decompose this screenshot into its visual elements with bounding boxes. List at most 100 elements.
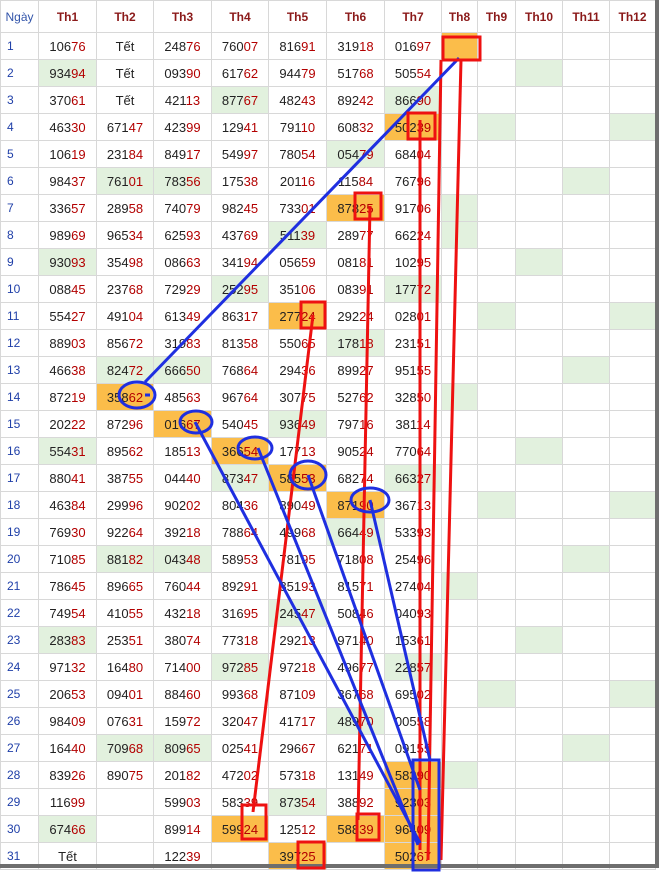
result-cell: 39218 [153,518,212,546]
result-cell: 28977 [326,221,385,249]
result-cell [515,491,563,519]
result-cell [441,815,478,843]
result-cell [562,680,610,708]
result-cell: Tết [96,32,154,60]
result-cell: 15361 [384,626,442,654]
result-cell: 05659 [268,248,327,276]
result-cell: 51139 [268,221,327,249]
result-cell: 61349 [153,302,212,330]
result-cell [441,626,478,654]
result-cell: 78195 [268,545,327,573]
result-cell: 66449 [326,518,385,546]
table-row: 17 88041 38755 04440 87347 58553 68274 66327 [0,464,656,492]
result-cell [562,626,610,654]
day-number: 29 [0,788,39,816]
table-body: 1 10676 Tết 24876 76007 81691 31918 01697 2 93494… [0,32,656,870]
result-cell: 97285 [211,653,269,681]
result-cell: 78356 [153,167,212,195]
day-number: 21 [0,572,39,600]
result-cell: 42113 [153,86,212,114]
result-cell: 32850 [384,383,442,411]
result-cell: 89927 [326,356,385,384]
result-cell [609,518,656,546]
result-cell: 98409 [38,707,97,735]
result-cell: 18513 [153,437,212,465]
result-cell [96,788,154,816]
result-cell [441,707,478,735]
result-cell [609,491,656,519]
result-cell [477,707,516,735]
result-cell: 78864 [211,518,269,546]
result-cell: 82472 [96,356,154,384]
result-cell [477,194,516,222]
result-cell [441,788,478,816]
result-cell [609,194,656,222]
result-cell [562,86,610,114]
result-cell [441,734,478,762]
result-cell [609,32,656,60]
result-cell [515,113,563,141]
result-cell [96,815,154,843]
result-cell [515,86,563,114]
result-cell: 46330 [38,113,97,141]
result-cell [609,626,656,654]
result-cell: 78645 [38,572,97,600]
table-row: 10 08845 23768 72929 25295 35106 08391 17772 [0,275,656,303]
day-number: 14 [0,383,39,411]
result-cell [515,410,563,438]
result-cell [441,194,478,222]
result-cell: 57318 [268,761,327,789]
result-cell [477,356,516,384]
table-row: 23 28383 25351 38074 77318 29213 97140 15361 [0,626,656,654]
result-cell: 20116 [268,167,327,195]
result-cell: 08391 [326,275,385,303]
result-cell: 89291 [211,572,269,600]
result-cell [515,815,563,843]
day-number: 4 [0,113,39,141]
result-cell: 50846 [326,599,385,627]
result-cell [441,383,478,411]
column-header-th6: Th6 [326,0,385,33]
result-cell: 11699 [38,788,97,816]
result-cell [515,599,563,627]
table-row: 3 37061 Tết 42113 87767 48243 89242 86690 [0,86,656,114]
column-header-th12: Th12 [609,0,656,33]
result-cell: 58339 [211,788,269,816]
result-cell [609,653,656,681]
result-cell [515,194,563,222]
result-cell: 49104 [96,302,154,330]
result-cell: 46638 [38,356,97,384]
result-cell: 20222 [38,410,97,438]
day-number: 9 [0,248,39,276]
day-number: 25 [0,680,39,708]
result-cell [441,221,478,249]
result-cell [562,410,610,438]
result-cell: 46384 [38,491,97,519]
result-cell [562,356,610,384]
result-cell [609,788,656,816]
result-cell [609,59,656,87]
result-cell: 88903 [38,329,97,357]
table-row: 21 78645 89665 76044 89291 85193 81571 27404 [0,572,656,600]
result-cell [609,761,656,789]
result-cell: 22857 [384,653,442,681]
result-cell: 79110 [268,113,327,141]
result-cell: 54045 [211,410,269,438]
result-cell [609,221,656,249]
result-cell: 31695 [211,599,269,627]
result-cell [477,653,516,681]
result-cell [562,221,610,249]
result-cell [562,653,610,681]
result-cell: 87825 [326,194,385,222]
result-cell [515,221,563,249]
result-cell: 87109 [268,680,327,708]
result-cell: 97218 [268,653,327,681]
table-row: 25 20653 09401 88460 99368 87109 36768 69502 [0,680,656,708]
table-row: 4 46330 67147 42399 12941 79110 60832 50239 [0,113,656,141]
result-cell [441,464,478,492]
result-cell [477,788,516,816]
result-cell [441,437,478,465]
result-cell [477,329,516,357]
result-cell [562,248,610,276]
result-cell [477,761,516,789]
